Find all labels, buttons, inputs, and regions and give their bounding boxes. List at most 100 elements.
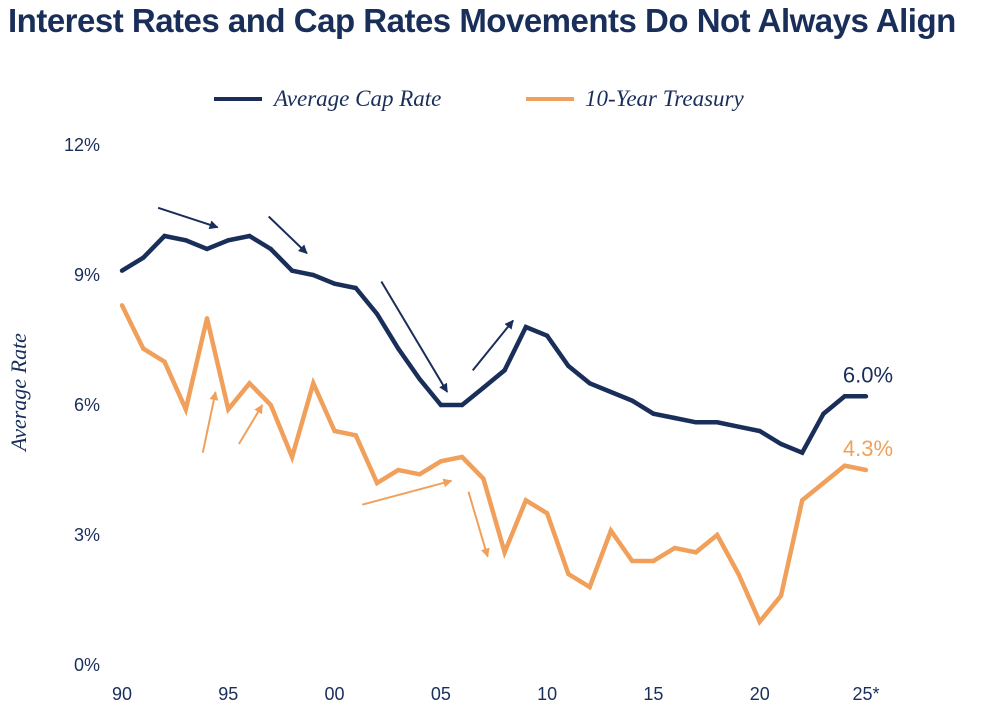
data-point-treasury (608, 528, 614, 533)
series-line-treasury (119, 304, 867, 626)
y-tick-label: 9% (74, 265, 100, 285)
data-point-cap-rate (353, 285, 359, 291)
data-point-treasury (311, 381, 316, 386)
data-point-cap-rate (651, 411, 656, 416)
data-point-cap-rate (311, 272, 316, 278)
legend-label-cap-rate: Average Cap Rate (272, 86, 441, 111)
data-point-treasury (566, 571, 571, 577)
legend-label-treasury: 10-Year Treasury (585, 86, 744, 111)
data-point-cap-rate (374, 311, 380, 317)
y-axis-label: Average Rate (6, 333, 31, 453)
data-point-cap-rate (481, 385, 486, 390)
end-label-cap-rate: 6.0% (843, 362, 893, 387)
data-point-cap-rate (693, 420, 699, 425)
data-point-treasury (481, 476, 486, 481)
data-point-treasury (289, 454, 295, 460)
data-point-cap-rate (587, 381, 592, 386)
data-point-cap-rate (566, 363, 571, 369)
data-point-treasury (587, 584, 592, 590)
data-point-treasury (863, 467, 869, 473)
data-point-cap-rate (289, 268, 295, 273)
y-axis-ticks: 0% 3% 6% 9% 12% (64, 135, 100, 675)
y-tick-label: 0% (74, 655, 100, 675)
data-point-treasury (396, 467, 401, 473)
data-point-cap-rate (204, 246, 210, 252)
data-point-treasury (629, 558, 635, 564)
data-point-cap-rate (715, 420, 720, 425)
y-tick-label: 12% (64, 135, 100, 155)
data-point-cap-rate (757, 428, 762, 434)
data-point-treasury (162, 359, 167, 364)
data-point-treasury (141, 346, 146, 351)
data-point-cap-rate (396, 346, 401, 351)
data-point-cap-rate (629, 398, 635, 403)
data-point-treasury (821, 480, 826, 486)
data-point-cap-rate (459, 402, 465, 408)
data-point-treasury (544, 511, 550, 516)
data-point-cap-rate (672, 415, 677, 421)
data-point-treasury (757, 619, 762, 624)
x-tick-label: 10 (537, 684, 557, 704)
data-point-cap-rate (523, 324, 529, 330)
trend-arrow-cap-rate (267, 215, 308, 255)
data-point-treasury (800, 498, 805, 503)
chart-title: Interest Rates and Cap Rates Movements D… (8, 2, 956, 39)
data-point-cap-rate (226, 238, 231, 243)
y-tick-label: 3% (74, 525, 100, 545)
data-point-cap-rate (544, 333, 550, 338)
x-tick-label: 15 (643, 684, 663, 704)
data-point-cap-rate (438, 402, 444, 408)
x-tick-label: 00 (325, 684, 345, 704)
y-tick-label: 6% (74, 395, 100, 415)
data-point-treasury (417, 472, 422, 477)
end-label-treasury: 4.3% (843, 436, 893, 461)
data-point-cap-rate (778, 441, 784, 447)
x-tick-label: 90 (112, 684, 132, 704)
trend-arrow-treasury (201, 391, 219, 453)
trend-arrow-cap-rate (471, 319, 514, 371)
legend: Average Cap Rate 10-Year Treasury (214, 86, 744, 111)
data-point-treasury (332, 428, 337, 434)
data-point-treasury (502, 550, 507, 555)
data-point-treasury (183, 407, 188, 412)
trend-arrow-cap-rate (380, 280, 449, 393)
data-point-cap-rate (183, 238, 188, 243)
data-point-treasury (715, 532, 720, 538)
data-point-treasury (438, 459, 444, 464)
end-labels: 6.0% 4.3% (843, 362, 893, 461)
data-point-treasury (672, 545, 677, 551)
data-point-treasury (736, 571, 741, 577)
data-point-treasury (204, 316, 210, 321)
data-point-cap-rate (800, 450, 805, 455)
data-point-cap-rate (502, 368, 507, 373)
x-tick-label: 95 (218, 684, 238, 704)
data-point-cap-rate (842, 394, 847, 399)
data-point-treasury (778, 593, 784, 598)
data-point-treasury (842, 463, 847, 468)
x-tick-label: 25* (852, 684, 879, 704)
data-point-treasury (374, 480, 380, 486)
trend-arrows (157, 206, 514, 558)
data-point-cap-rate (736, 424, 741, 429)
data-point-treasury (226, 407, 231, 412)
x-tick-label: 20 (750, 684, 770, 704)
x-tick-label: 05 (431, 684, 451, 704)
data-point-treasury (693, 550, 699, 555)
data-point-cap-rate (417, 376, 422, 382)
series-line-cap-rate (120, 233, 866, 456)
data-point-cap-rate (268, 246, 273, 252)
data-point-treasury (459, 454, 465, 460)
data-point-treasury (247, 381, 252, 386)
data-point-cap-rate (332, 281, 337, 286)
data-point-cap-rate (119, 268, 125, 273)
data-point-cap-rate (863, 394, 869, 399)
data-point-treasury (268, 402, 273, 408)
data-point-cap-rate (247, 233, 252, 239)
trend-arrow-cap-rate (157, 206, 219, 230)
trend-arrow-treasury (361, 478, 453, 506)
data-point-cap-rate (162, 233, 167, 239)
trend-arrow-treasury (238, 404, 264, 445)
data-point-cap-rate (608, 389, 614, 395)
data-point-treasury (353, 433, 359, 438)
trend-arrow-treasury (467, 491, 490, 558)
